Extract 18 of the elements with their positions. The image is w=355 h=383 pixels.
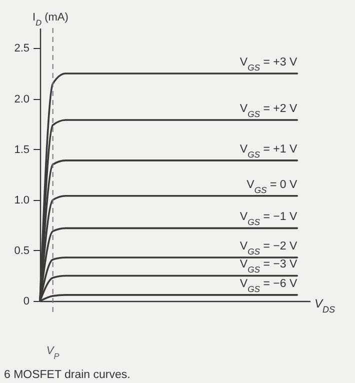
series-label: V$_{GS}$ = +2 V bbox=[240, 103, 298, 120]
y-tick-label: 1.0 bbox=[14, 194, 30, 206]
y-tick-label: 0.5 bbox=[14, 244, 30, 257]
series-label: V$_{GS}$ = −6 V bbox=[240, 278, 298, 294]
text: 6 MOSFET drain curves. bbox=[4, 369, 130, 381]
y-tick-label: 1.5 bbox=[14, 144, 30, 156]
x-axis-title: V$_{DS}$ bbox=[314, 296, 336, 314]
series-label: V$_{GS}$ = +3 V bbox=[240, 56, 298, 72]
y-tick-label: 2.0 bbox=[14, 93, 30, 106]
series-label: V$_{GS}$ = −3 V bbox=[240, 258, 298, 275]
series-label: V$_{GS}$ = 0 V bbox=[246, 178, 298, 195]
series-label: V$_{GS}$ = −2 V bbox=[240, 240, 298, 257]
text: V$_{P}$ bbox=[46, 345, 60, 360]
y-tick-label: 2.5 bbox=[14, 42, 30, 55]
series-label: V$_{GS}$ = −1 V bbox=[240, 211, 298, 228]
y-tick-label: 0 bbox=[23, 296, 30, 308]
series-label: V$_{GS}$ = +1 V bbox=[240, 143, 298, 160]
y-axis-title: I$_{D}$ (mA) bbox=[32, 12, 68, 27]
